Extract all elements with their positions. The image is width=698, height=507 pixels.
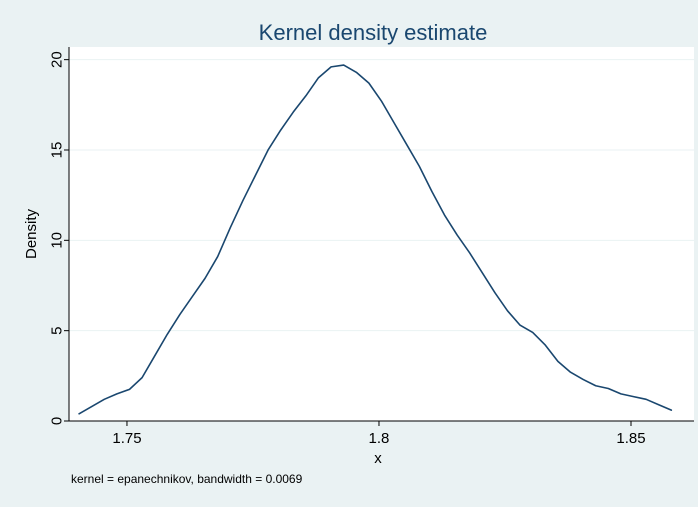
x-tick-label: 1.75 xyxy=(112,430,141,447)
series-layer xyxy=(78,64,673,415)
x-tick-label: 1.85 xyxy=(616,430,645,447)
y-tick-label: 20 xyxy=(49,51,66,68)
y-tick-label: 15 xyxy=(49,142,66,159)
plot-area xyxy=(69,47,694,421)
y-tick-label: 0 xyxy=(49,417,66,425)
chart-note: kernel = epanechnikov, bandwidth = 0.006… xyxy=(71,472,303,486)
density-line xyxy=(78,64,673,415)
y-axis-label: Density xyxy=(23,208,40,259)
tick-marks: 0 5 10 15 20 1.75 1.8 1.85 xyxy=(49,51,646,447)
x-axis-label: x xyxy=(374,450,382,467)
axes xyxy=(68,47,694,422)
x-tick-label: 1.8 xyxy=(369,430,390,447)
y-tick-label: 10 xyxy=(49,232,66,249)
chart-title: Kernel density estimate xyxy=(259,20,488,45)
y-tick-label: 5 xyxy=(49,326,66,334)
